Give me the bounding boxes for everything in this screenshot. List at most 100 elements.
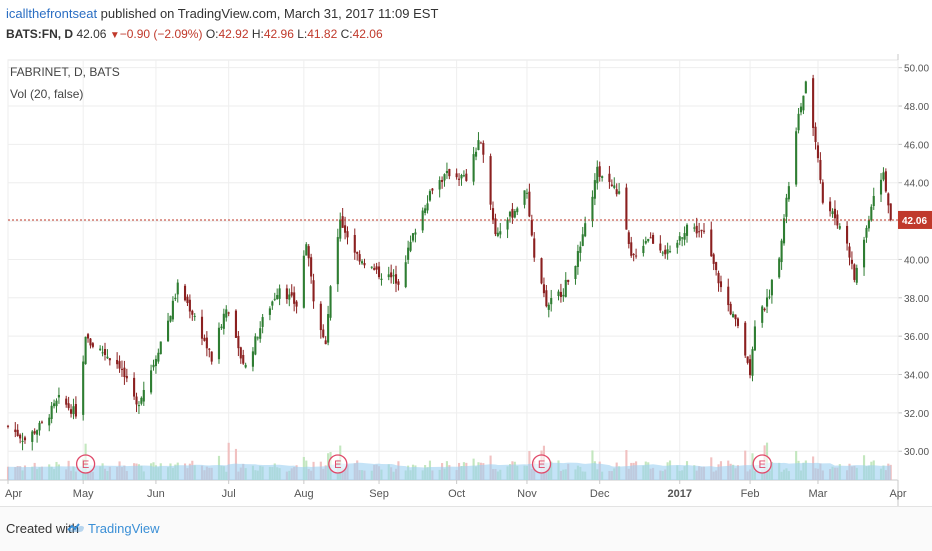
volume-bar bbox=[625, 450, 628, 480]
candle-body bbox=[610, 184, 613, 186]
candle-body bbox=[795, 131, 798, 185]
candle-body bbox=[693, 227, 696, 229]
candle-body bbox=[591, 196, 594, 222]
candle-body bbox=[40, 421, 44, 423]
candle-body bbox=[358, 254, 361, 262]
candle-body bbox=[188, 299, 191, 312]
candle-body bbox=[862, 239, 866, 268]
candle-body bbox=[370, 266, 373, 268]
candle-body bbox=[356, 251, 359, 254]
earnings-marker bbox=[75, 454, 96, 474]
candle-body bbox=[574, 265, 577, 279]
candle-body bbox=[324, 340, 327, 345]
candle-body bbox=[208, 348, 211, 350]
candle-body bbox=[319, 303, 322, 331]
open-value: 42.92 bbox=[218, 27, 249, 41]
candle-body bbox=[778, 258, 781, 278]
candle-body bbox=[69, 409, 73, 414]
candle-body bbox=[273, 298, 276, 300]
x-tick-label: Dec bbox=[590, 488, 610, 500]
candle-body bbox=[55, 400, 58, 407]
candle-body bbox=[717, 272, 720, 284]
candle-body bbox=[627, 232, 630, 244]
candle-body bbox=[547, 304, 550, 310]
candle-body bbox=[344, 225, 347, 233]
candle-body bbox=[380, 278, 383, 280]
candle-body bbox=[887, 193, 890, 206]
candle-body bbox=[305, 244, 308, 256]
candle-body bbox=[186, 296, 189, 303]
candle-body bbox=[361, 261, 364, 264]
candle-body bbox=[736, 318, 740, 326]
candle-body bbox=[882, 172, 885, 180]
tradingview-brand-link[interactable]: TradingView bbox=[88, 521, 160, 536]
candle-body bbox=[761, 306, 764, 323]
author-link[interactable]: icallthefrontseat bbox=[6, 6, 98, 21]
candle-body bbox=[661, 252, 664, 254]
candle-body bbox=[593, 180, 596, 199]
price-chart[interactable]: 30.0032.0034.0036.0038.0040.0042.0044.00… bbox=[0, 54, 932, 506]
candle-body bbox=[812, 78, 815, 128]
candle-body bbox=[322, 329, 325, 338]
candle-body bbox=[550, 298, 553, 305]
candle-body bbox=[222, 313, 225, 329]
candle-body bbox=[889, 203, 892, 220]
x-tick-label: May bbox=[73, 488, 94, 500]
candle-body bbox=[685, 224, 689, 236]
candle-body bbox=[782, 218, 786, 244]
candle-body bbox=[833, 208, 837, 219]
candle-body bbox=[506, 219, 509, 230]
candle-body bbox=[678, 236, 681, 241]
candle-body bbox=[171, 300, 174, 320]
candle-body bbox=[681, 237, 684, 239]
x-tick-label: 2017 bbox=[668, 488, 692, 500]
candle-body bbox=[448, 168, 451, 177]
low-label: L: bbox=[297, 27, 308, 41]
candle-body bbox=[312, 280, 315, 302]
candle-body bbox=[310, 257, 313, 277]
candle-body bbox=[191, 310, 194, 315]
candle-body bbox=[363, 262, 366, 266]
candle-body bbox=[797, 113, 800, 131]
candle-body bbox=[225, 309, 228, 318]
candle-body bbox=[285, 288, 288, 300]
candle-body bbox=[57, 394, 60, 398]
candle-body bbox=[428, 191, 432, 201]
candle-body bbox=[499, 231, 502, 235]
candle-body bbox=[567, 279, 570, 282]
candle-body bbox=[16, 429, 19, 437]
candle-body bbox=[530, 220, 533, 236]
candle-body bbox=[193, 315, 196, 317]
candle-body bbox=[38, 422, 41, 431]
candle-body bbox=[254, 336, 257, 355]
candle-body bbox=[346, 231, 349, 238]
candle-body bbox=[838, 226, 841, 229]
chart-legend-title[interactable]: FABRINET, D, BATS bbox=[10, 65, 120, 79]
candle-body bbox=[394, 274, 398, 284]
change-value: −0.90 (−2.09%) bbox=[119, 27, 203, 41]
candle-body bbox=[829, 201, 832, 212]
candle-body bbox=[150, 370, 153, 393]
candle-body bbox=[159, 341, 162, 355]
candle-body bbox=[387, 274, 390, 278]
candle-body bbox=[579, 246, 582, 253]
candle-body bbox=[608, 173, 611, 182]
candle-body bbox=[455, 173, 458, 178]
candle-body bbox=[652, 235, 655, 244]
candle-body bbox=[465, 173, 468, 181]
candle-body bbox=[613, 185, 616, 188]
candle-body bbox=[268, 308, 271, 315]
earnings-marker bbox=[752, 454, 772, 474]
candle-body bbox=[814, 126, 817, 142]
volume-indicator-label[interactable]: Vol (20, false) bbox=[10, 87, 84, 101]
candle-body bbox=[702, 230, 706, 232]
y-tick-label: 32.00 bbox=[904, 409, 929, 420]
candle-body bbox=[482, 142, 485, 155]
candle-body bbox=[397, 281, 400, 285]
candle-body bbox=[123, 367, 126, 378]
x-tick-label: Apr bbox=[889, 488, 906, 500]
candle-body bbox=[295, 301, 298, 307]
earnings-marker bbox=[328, 454, 348, 474]
candle-body bbox=[302, 255, 305, 308]
candle-body bbox=[751, 349, 754, 376]
